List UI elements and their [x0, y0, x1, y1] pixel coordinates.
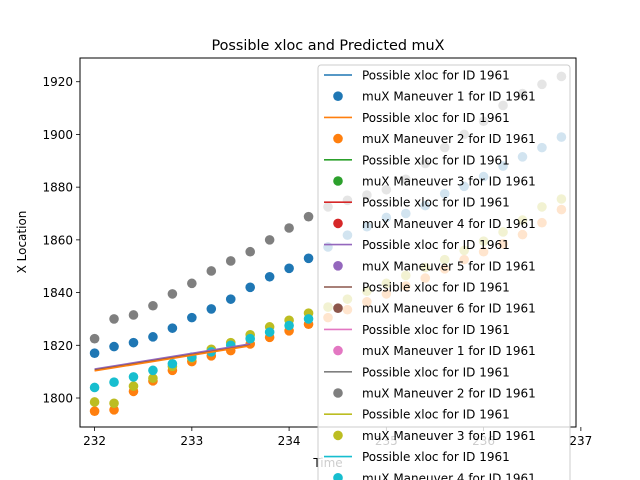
y-tick-label: 1920 — [42, 75, 73, 89]
data-point — [245, 333, 255, 344]
legend-label: Possible xloc for ID 1961 — [362, 365, 510, 379]
data-point — [167, 323, 178, 333]
legend-marker-swatch — [333, 218, 343, 229]
data-point — [109, 405, 119, 415]
data-point — [109, 341, 119, 352]
legend-label: Possible xloc for ID 1961 — [362, 238, 510, 252]
data-point — [109, 398, 119, 409]
legend-label: Possible xloc for ID 1961 — [362, 111, 510, 125]
legend-label: Possible xloc for ID 1961 — [362, 450, 510, 464]
y-tick-label: 1840 — [42, 286, 73, 300]
legend-marker-swatch — [333, 176, 343, 186]
legend-frame — [317, 64, 571, 480]
x-tick-label: 232 — [83, 434, 106, 448]
legend-entries: Possible xloc for ID 1961 muX Maneuver 1 … — [324, 69, 536, 480]
legend-label: Possible xloc for ID 1961 — [362, 153, 510, 167]
legend-label: muX Maneuver 5 for ID 1961 — [362, 259, 536, 273]
legend: Possible xloc for ID 1961 muX Maneuver 1 … — [317, 64, 571, 480]
series-line — [94, 343, 251, 370]
x-tick-label: 234 — [278, 434, 301, 448]
data-point — [89, 397, 100, 407]
data-point — [128, 372, 139, 382]
data-point — [284, 263, 294, 274]
data-point — [187, 278, 197, 289]
data-point — [264, 235, 275, 245]
data-point — [225, 294, 236, 304]
data-point — [148, 373, 158, 384]
y-axis-label: X Location — [15, 211, 29, 274]
legend-marker-swatch — [333, 430, 343, 441]
legend-marker-swatch — [333, 345, 343, 356]
data-point — [109, 377, 119, 387]
data-point — [303, 211, 314, 222]
data-point — [264, 271, 275, 282]
data-point — [167, 289, 178, 299]
legend-label: Possible xloc for ID 1961 — [362, 196, 510, 210]
y-axis: 1800 1820 1840 1860 1880 1900 1920 — [42, 75, 80, 406]
y-tick-label: 1820 — [42, 339, 73, 353]
data-point — [128, 381, 139, 391]
legend-label: muX Maneuver 4 for ID 1961 — [362, 217, 536, 231]
legend-label: Possible xloc for ID 1961 — [362, 323, 510, 337]
data-point — [167, 358, 178, 369]
data-point — [264, 327, 275, 337]
legend-label: Possible xloc for ID 1961 — [362, 281, 510, 295]
data-point — [89, 382, 100, 393]
data-point — [225, 256, 236, 266]
legend-label: muX Maneuver 2 for ID 1961 — [362, 387, 536, 401]
data-point — [284, 223, 294, 233]
y-tick-label: 1860 — [42, 233, 73, 247]
legend-label: muX Maneuver 1 for ID 1961 — [362, 90, 536, 104]
legend-label: Possible xloc for ID 1961 — [362, 408, 510, 422]
legend-marker-swatch — [333, 303, 343, 314]
data-point — [148, 300, 158, 311]
chart-title: Possible xloc and Predicted muX — [211, 38, 444, 54]
legend-marker-swatch — [333, 133, 343, 144]
legend-label: Possible xloc for ID 1961 — [362, 69, 510, 83]
legend-marker-swatch — [333, 91, 343, 101]
data-point — [89, 406, 100, 416]
data-point — [128, 337, 139, 348]
data-point — [245, 282, 255, 293]
data-point — [89, 348, 100, 359]
legend-label: muX Maneuver 4 for ID 1961 — [362, 471, 536, 480]
series-line — [94, 345, 251, 372]
y-tick-label: 1800 — [42, 392, 73, 406]
legend-marker-swatch — [333, 261, 343, 271]
data-point — [206, 266, 217, 276]
legend-label: muX Maneuver 3 for ID 1961 — [362, 429, 536, 443]
x-tick-label: 237 — [569, 434, 592, 448]
data-point — [245, 246, 255, 257]
data-point — [128, 310, 139, 320]
legend-marker-swatch — [333, 388, 343, 398]
data-point — [109, 314, 119, 324]
data-point — [89, 333, 100, 344]
data-point — [148, 365, 158, 376]
data-point — [187, 312, 197, 323]
legend-label: muX Maneuver 1 for ID 1961 — [362, 344, 536, 358]
data-point — [303, 314, 314, 324]
y-tick-label: 1900 — [42, 128, 73, 142]
legend-label: muX Maneuver 3 for ID 1961 — [362, 175, 536, 189]
x-tick-label: 233 — [180, 434, 203, 448]
legend-marker-swatch — [333, 473, 343, 480]
data-point — [303, 253, 314, 264]
data-point — [284, 320, 294, 331]
legend-label: muX Maneuver 2 for ID 1961 — [362, 132, 536, 146]
data-point — [206, 304, 217, 314]
data-point — [148, 332, 158, 342]
y-tick-label: 1880 — [42, 181, 73, 195]
legend-label: muX Maneuver 6 for ID 1961 — [362, 302, 536, 316]
